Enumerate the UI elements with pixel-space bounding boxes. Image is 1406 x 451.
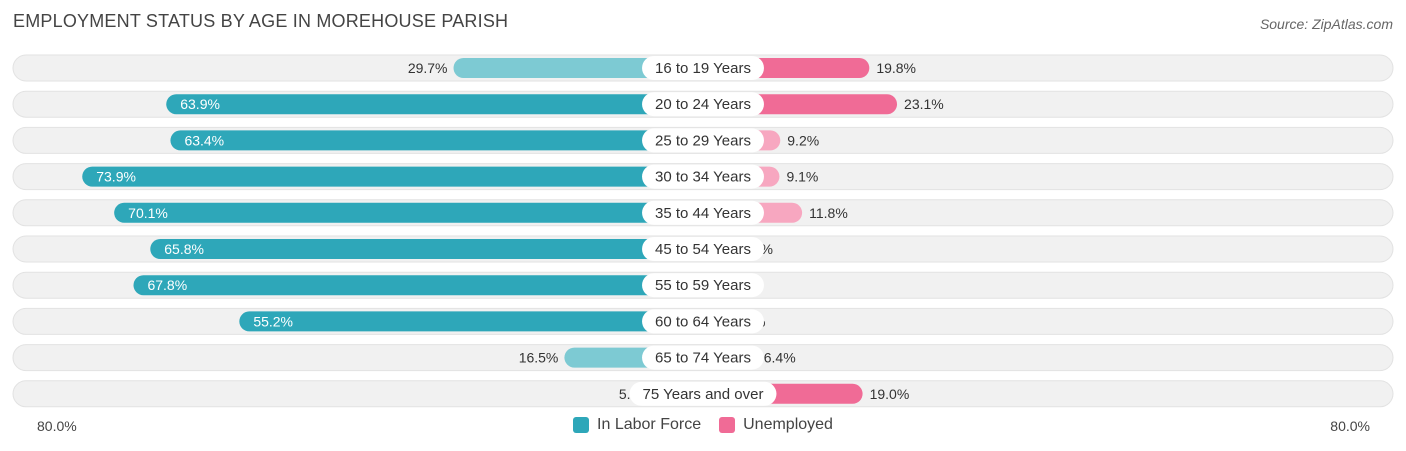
legend-item-unemployed[interactable]: Unemployed [719, 416, 833, 434]
axis-left-label: 80.0% [37, 418, 77, 434]
legend-label-unemployed: Unemployed [743, 416, 833, 433]
value-label-unemployed: 9.1% [786, 169, 818, 185]
legend: In Labor Force Unemployed [0, 416, 1406, 434]
legend-swatch-labor-force [573, 417, 590, 433]
category-label: 16 to 19 Years [655, 60, 751, 77]
category-pill [642, 237, 764, 261]
category-pill [642, 309, 764, 334]
category-pill [642, 345, 764, 370]
legend-label-labor-force: In Labor Force [597, 416, 702, 433]
value-label-unemployed: 19.0% [870, 386, 910, 402]
category-label: 25 to 29 Years [655, 132, 751, 149]
bar-labor-force[interactable] [166, 94, 704, 115]
bar-labor-force[interactable] [150, 239, 703, 259]
value-label-unemployed: 9.2% [787, 132, 819, 148]
category-pill [642, 128, 764, 153]
category-label: 35 to 44 Years [655, 205, 751, 222]
category-label: 20 to 24 Years [655, 96, 751, 113]
category-label: 45 to 54 Years [655, 241, 751, 258]
category-label: 60 to 64 Years [655, 313, 751, 330]
category-pill [642, 56, 764, 80]
value-label-unemployed: 6.4% [764, 350, 796, 366]
legend-swatch-unemployed [719, 417, 736, 433]
category-pill [642, 200, 764, 225]
category-label: 30 to 34 Years [655, 169, 751, 186]
value-label-labor-force: 67.8% [147, 277, 187, 293]
category-label: 55 to 59 Years [655, 277, 751, 294]
category-label: 75 Years and over [643, 386, 764, 403]
category-label: 65 to 74 Years [655, 350, 751, 367]
chart-title: EMPLOYMENT STATUS BY AGE IN MOREHOUSE PA… [13, 11, 509, 31]
axis-right-label: 80.0% [1330, 418, 1370, 434]
bar-labor-force[interactable] [170, 130, 703, 151]
bar-labor-force[interactable] [239, 311, 703, 332]
value-label-labor-force: 55.2% [253, 313, 293, 329]
value-label-labor-force: 73.9% [96, 169, 136, 185]
value-label-unemployed: 19.8% [876, 60, 916, 76]
legend-item-labor-force[interactable]: In Labor Force [573, 416, 701, 434]
value-label-labor-force: 70.1% [128, 205, 168, 221]
category-pill [629, 381, 777, 406]
bar-labor-force[interactable] [453, 58, 703, 78]
source-note: Source: ZipAtlas.com [1259, 16, 1393, 32]
value-label-unemployed: 11.8% [809, 205, 848, 221]
value-label-labor-force: 63.9% [180, 96, 220, 112]
value-label-labor-force: 65.8% [164, 241, 204, 257]
value-label-unemployed: 23.1% [904, 96, 944, 112]
value-label-labor-force: 16.5% [519, 350, 559, 366]
bar-labor-force[interactable] [114, 202, 703, 223]
category-pill [642, 164, 764, 189]
category-pill [642, 92, 764, 117]
category-pill [642, 273, 764, 298]
value-label-labor-force: 29.7% [408, 60, 448, 76]
bar-labor-force[interactable] [82, 166, 704, 187]
bar-labor-force[interactable] [133, 275, 704, 296]
value-label-labor-force: 63.4% [184, 132, 224, 148]
